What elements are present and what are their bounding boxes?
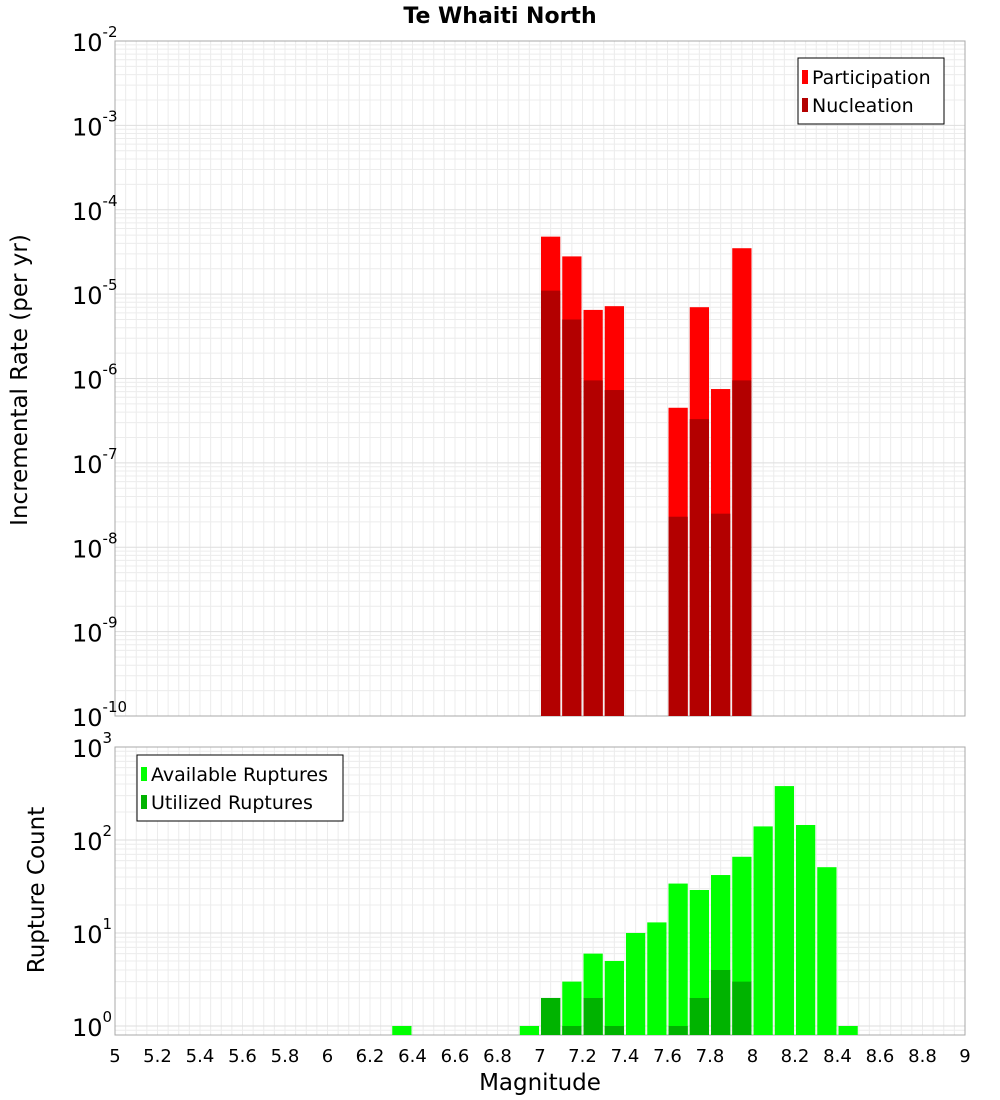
chart-title: Te Whaiti North: [403, 4, 596, 29]
available-ruptures-bar: [604, 960, 624, 1035]
available-ruptures-bar: [647, 922, 667, 1035]
available-ruptures-bar: [796, 824, 816, 1035]
participation-nucleation-panel: 10-10 10-9 10-8 10-7 10-6 10-5 10-4 10-3 10-2 Par…: [72, 23, 966, 732]
legend: Available Ruptures Utilized Ruptures: [136, 754, 344, 822]
y-tick-label: 10-8: [72, 529, 118, 563]
x-tick-label: 5: [109, 1046, 120, 1067]
nucleation-bar: [711, 513, 731, 716]
utilized-ruptures-bar: [668, 1025, 688, 1035]
x-tick-label: 5.4: [186, 1046, 215, 1067]
nucleation-bar: [583, 380, 603, 716]
nucleation-bar: [732, 380, 752, 716]
y-tick-label: 103: [72, 729, 112, 763]
y-tick-label: 10-4: [72, 192, 118, 226]
utilized-ruptures-bar: [732, 981, 752, 1035]
legend-box: [136, 754, 344, 822]
utilized-ruptures-bar: [583, 997, 603, 1035]
x-tick-label: 7.4: [611, 1046, 640, 1067]
utilized-ruptures-bar: [604, 1025, 624, 1035]
x-tick-label: 7.6: [653, 1046, 682, 1067]
legend-swatch: [141, 795, 147, 809]
x-tick-label: 6.4: [398, 1046, 427, 1067]
available-ruptures-bar: [838, 1025, 858, 1035]
y-tick-label: 10-5: [72, 276, 118, 310]
utilized-ruptures-bar: [541, 997, 561, 1035]
x-tick-label: 9: [959, 1046, 970, 1067]
legend: Participation Nucleation: [797, 57, 945, 125]
x-tick-label: 7.8: [696, 1046, 725, 1067]
x-tick-label: 6.2: [356, 1046, 385, 1067]
y-tick-label: 10-7: [72, 445, 118, 479]
available-ruptures-bar: [562, 981, 582, 1035]
legend-box: [797, 57, 945, 125]
y-tick-label: 10-10: [72, 698, 127, 732]
available-ruptures-bar: [392, 1025, 412, 1035]
y-tick-label: 10-3: [72, 107, 118, 141]
legend-swatch: [802, 70, 808, 84]
y-tick-label: 101: [72, 915, 112, 949]
available-ruptures-bar: [519, 1025, 539, 1035]
plot-frame: [114, 746, 966, 1036]
y-tick-label: 10-9: [72, 614, 118, 648]
legend-entry: Available Ruptures: [151, 764, 328, 786]
y-tick-label: 10-6: [72, 361, 118, 395]
x-tick-label: 5.8: [271, 1046, 300, 1067]
legend-swatch: [141, 767, 147, 781]
y-tick-label: 100: [72, 1008, 112, 1042]
y-tick-label: 102: [72, 822, 112, 856]
available-ruptures-bar: [753, 826, 773, 1035]
legend-entry: Nucleation: [812, 95, 914, 117]
nucleation-bar: [668, 516, 688, 716]
nucleation-bar: [604, 390, 624, 716]
legend-entry: Participation: [812, 67, 931, 89]
bottom-y-axis-label: Rupture Count: [24, 807, 50, 973]
x-tick-label: 7: [534, 1046, 545, 1067]
x-tick-label: 5.6: [228, 1046, 257, 1067]
x-tick-label: 8.6: [866, 1046, 895, 1067]
x-tick-label: 6.8: [483, 1046, 512, 1067]
y-tick-label: 10-2: [72, 23, 118, 57]
x-axis-label: Magnitude: [479, 1070, 601, 1096]
utilized-ruptures-bar: [562, 1025, 582, 1035]
x-tick-label: 8.8: [908, 1046, 937, 1067]
x-tick-label: 8: [747, 1046, 758, 1067]
legend-entry: Utilized Ruptures: [151, 792, 313, 814]
available-ruptures-bar: [774, 786, 794, 1035]
nucleation-bar: [689, 419, 709, 716]
available-ruptures-bar: [817, 867, 837, 1035]
nucleation-bar: [562, 319, 582, 716]
rupture-count-panel: 100 101 102 103 Available Ruptures Utilized R…: [72, 729, 971, 1067]
x-tick-label: 7.2: [568, 1046, 597, 1067]
x-tick-label: 5.2: [143, 1046, 172, 1067]
plot-frame: [114, 40, 966, 717]
legend-swatch: [802, 98, 808, 112]
nucleation-bar: [541, 290, 561, 716]
x-tick-label: 6: [322, 1046, 333, 1067]
x-tick-label: 8.4: [823, 1046, 852, 1067]
utilized-ruptures-bar: [711, 969, 731, 1035]
available-ruptures-bar: [626, 932, 646, 1035]
x-tick-label: 6.6: [441, 1046, 470, 1067]
top-y-axis-label: Incremental Rate (per yr): [7, 234, 33, 526]
x-tick-label: 8.2: [781, 1046, 810, 1067]
available-ruptures-bar: [668, 883, 688, 1035]
utilized-ruptures-bar: [689, 997, 709, 1035]
